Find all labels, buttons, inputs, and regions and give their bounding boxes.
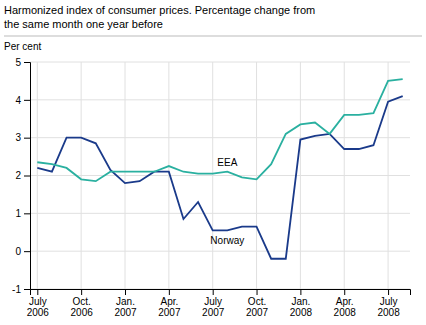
tick-label: July2007 [202, 296, 225, 318]
tick-mark [388, 289, 389, 295]
grid-line [30, 251, 410, 252]
grid-line [30, 213, 410, 214]
tick: 4 [15, 95, 30, 106]
tick: 5 [15, 57, 30, 68]
y-label: Per cent [4, 41, 41, 52]
tick-label: Apr.2007 [158, 296, 181, 318]
grid-line [344, 62, 345, 289]
tick-mark [81, 289, 82, 295]
tick-mark [300, 289, 301, 295]
tick-label: 3 [15, 132, 21, 143]
tick-label: 2 [15, 170, 21, 181]
grid-line [30, 175, 410, 176]
separator [4, 36, 422, 37]
grid-line [125, 62, 126, 289]
tick-label: 4 [15, 95, 21, 106]
title: Harmonized index of consumer prices. Per… [4, 4, 315, 16]
grid-line [30, 62, 410, 63]
tick-mark [24, 251, 30, 252]
grid-line [37, 62, 38, 289]
tick: 2 [15, 170, 30, 181]
chart: Harmonized index of consumer prices. Per… [0, 0, 426, 325]
grid-line [81, 62, 82, 289]
tick-mark [125, 289, 126, 295]
tick-mark [24, 213, 30, 214]
axis-line [31, 290, 411, 296]
grid-line [212, 62, 213, 289]
grid [30, 62, 410, 289]
tick: 1 [15, 208, 30, 219]
tick-mark [24, 100, 30, 101]
tick: Apr.2007 [158, 289, 181, 318]
y-axis: -1 0 1 2 3 4 5 [12, 57, 30, 295]
tick: Jan.2007 [114, 289, 137, 318]
plot: July2006 Oct.2006 Jan.2007 Apr.2007 July2007… [12, 57, 410, 318]
tick: Oct.2007 [246, 289, 269, 318]
tick-mark [37, 289, 38, 295]
tick-label: -1 [12, 284, 21, 295]
grid-line [388, 62, 389, 289]
tick: July2006 [27, 289, 50, 318]
grid-line [30, 99, 410, 100]
tick: July2008 [377, 289, 400, 318]
tick-label: Apr.2008 [334, 296, 357, 318]
tick-mark [257, 289, 258, 295]
lines [37, 79, 402, 259]
tick-mark [169, 289, 170, 295]
tick-mark [24, 62, 30, 63]
series-line [37, 79, 402, 181]
axis-line [24, 63, 31, 290]
grid-line [300, 62, 301, 289]
series-label: Norway [210, 235, 244, 246]
tick-label: July2006 [27, 296, 50, 318]
tick-label: Oct.2007 [246, 296, 269, 318]
tick-mark [24, 176, 30, 177]
tick-label: 1 [15, 208, 21, 219]
tick-mark [24, 289, 30, 290]
subtitle: the same month one year before [4, 18, 163, 30]
tick-label: 5 [15, 57, 21, 68]
grid-line [256, 62, 257, 289]
tick: Jan.2008 [290, 289, 313, 318]
tick: Oct.2006 [71, 289, 94, 318]
tick-mark [344, 289, 345, 295]
tick: 0 [15, 246, 30, 257]
series-label: EEA [217, 157, 237, 168]
tick: 3 [15, 132, 30, 143]
tick: July2007 [202, 289, 225, 318]
tick-mark [213, 289, 214, 295]
tick-mark [24, 138, 30, 139]
tick: Apr.2008 [334, 289, 357, 318]
tick-label: Jan.2008 [290, 296, 313, 318]
x-axis: July2006 Oct.2006 Jan.2007 Apr.2007 July2007… [27, 289, 411, 318]
tick-label: 0 [15, 246, 21, 257]
tick-label: July2008 [377, 296, 400, 318]
grid-line [30, 137, 410, 138]
tick: -1 [12, 284, 30, 295]
series-labels: Norway EEA [210, 157, 244, 247]
tick-label: Jan.2007 [114, 296, 137, 318]
tick-label: Oct.2006 [71, 296, 94, 318]
series-line [37, 96, 402, 259]
